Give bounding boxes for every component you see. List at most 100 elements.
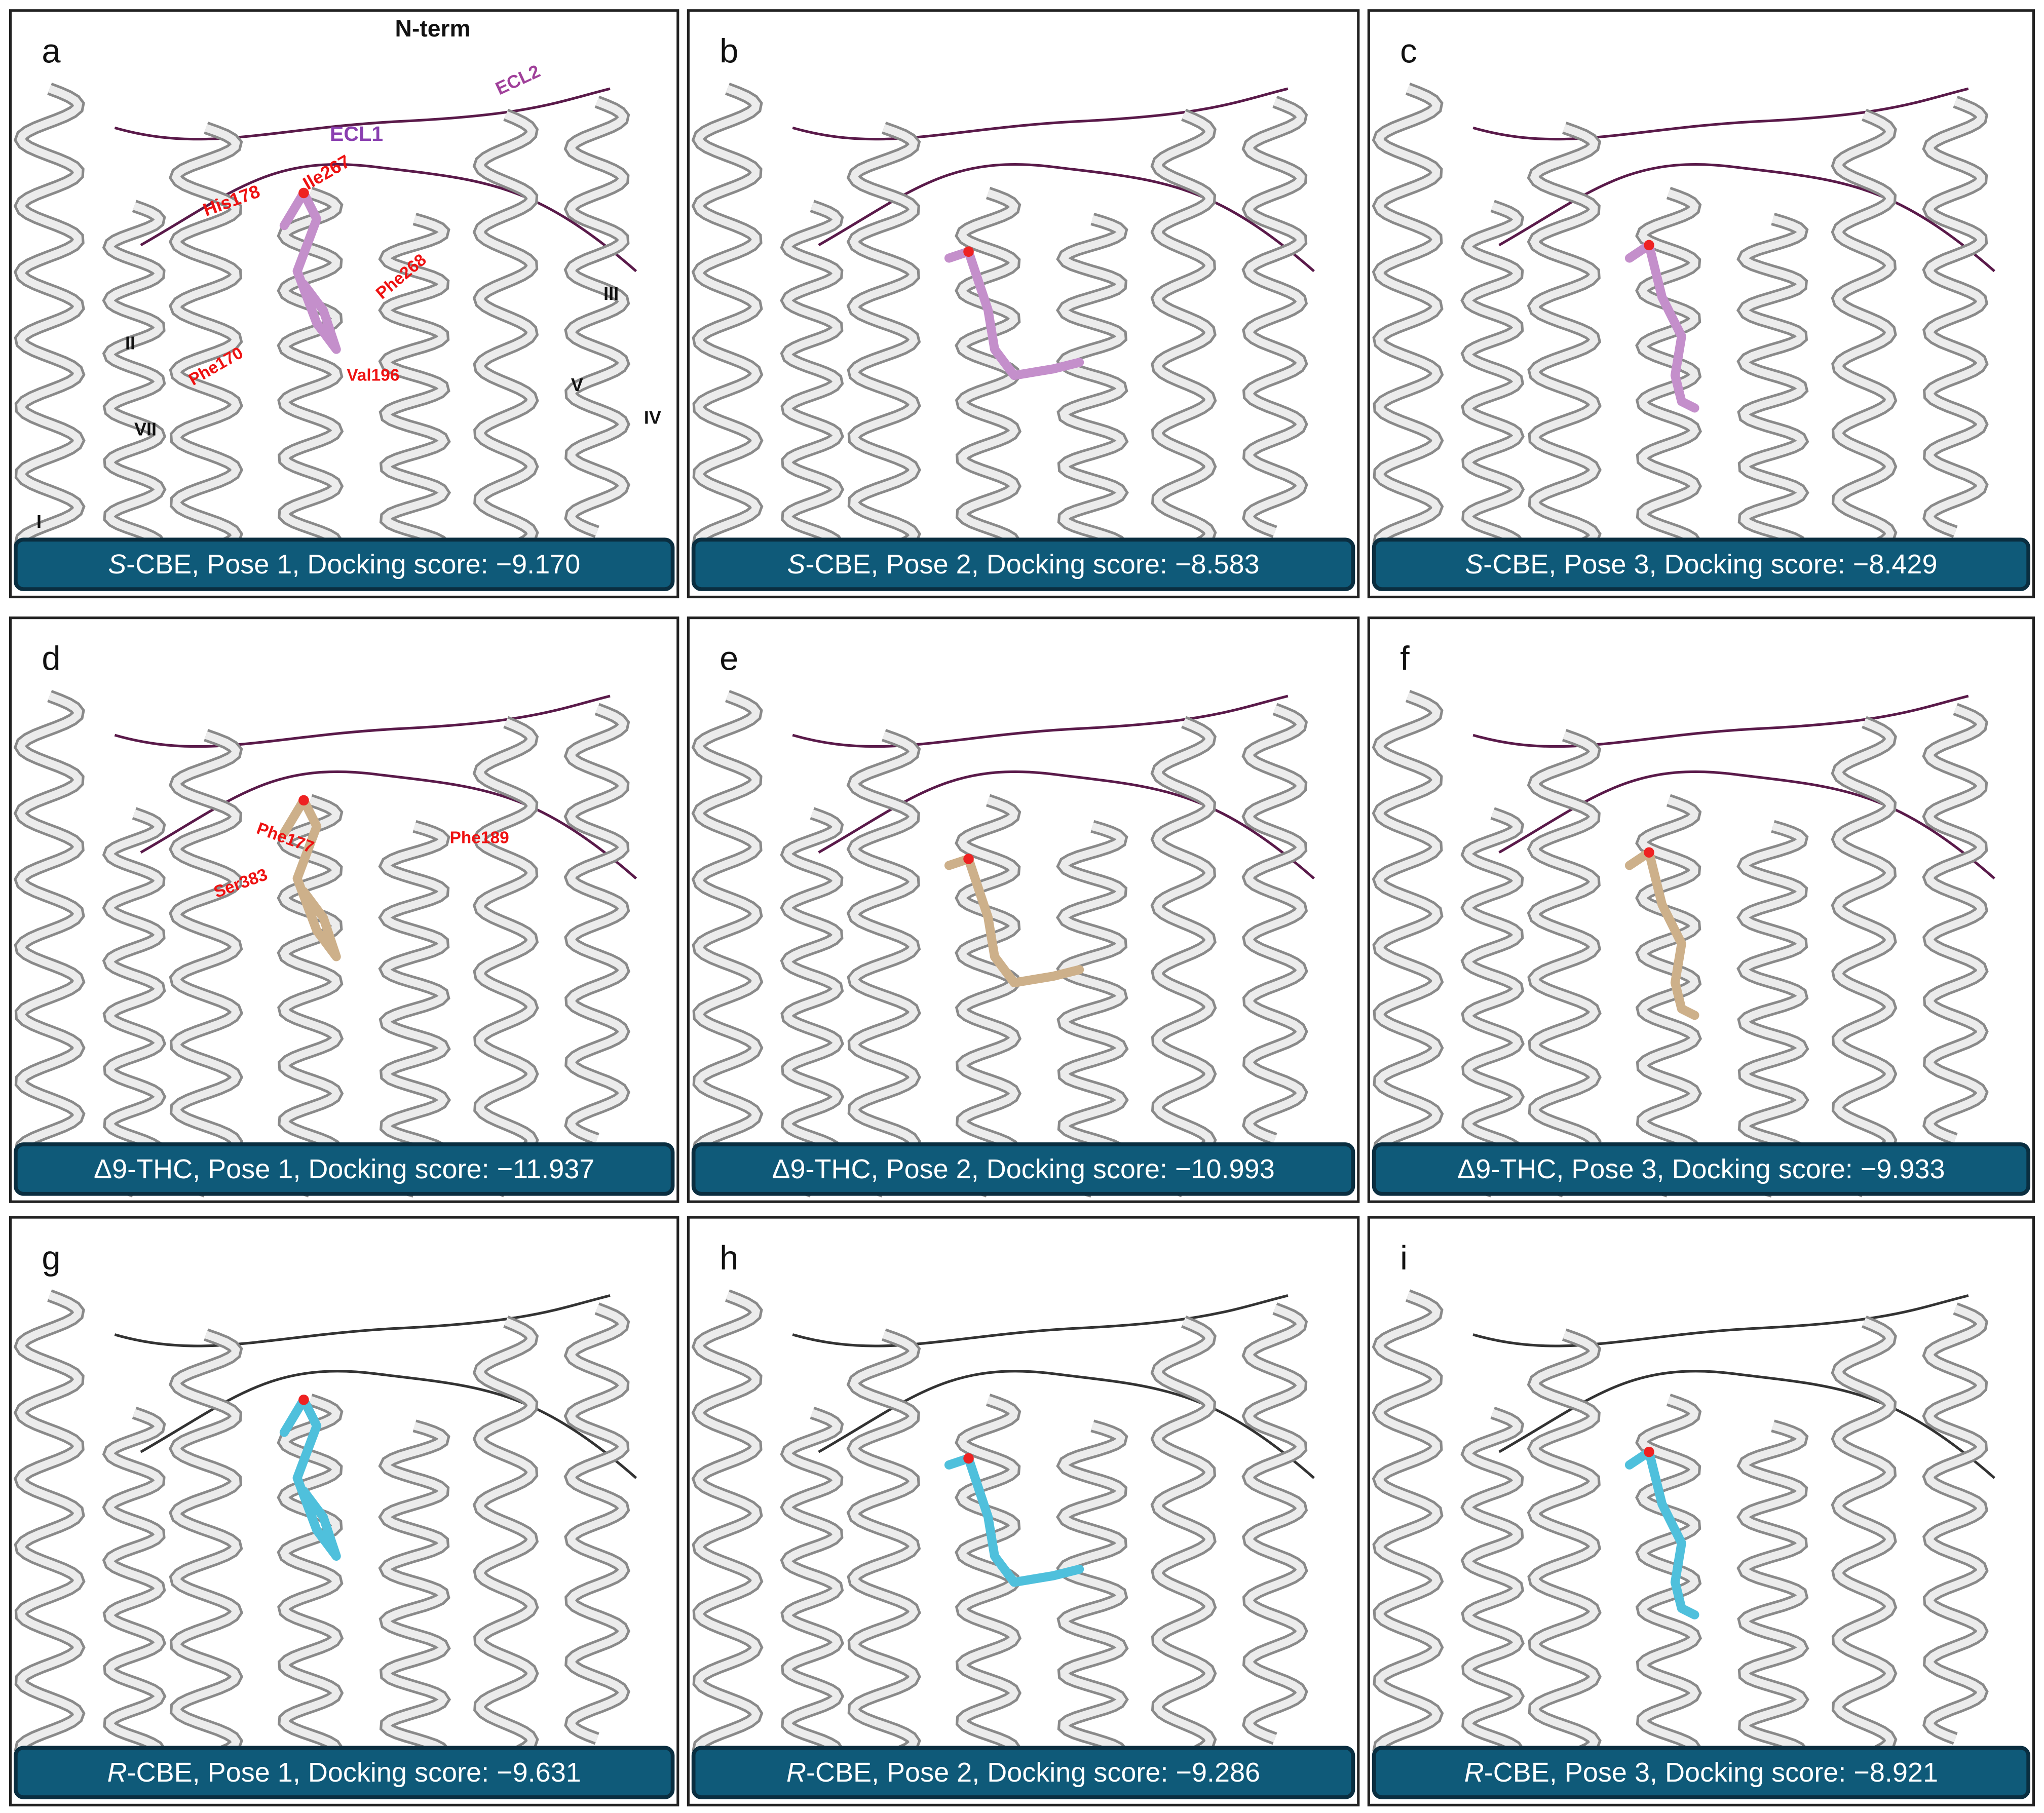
annotation: Phe189 — [450, 829, 509, 847]
helix — [381, 822, 448, 1195]
caption-bar — [1372, 1746, 2030, 1799]
annotation: III — [603, 283, 619, 304]
caption-italic: S — [1465, 549, 1483, 580]
structure — [691, 1289, 1315, 1797]
helix — [16, 85, 83, 562]
helix — [1059, 1422, 1126, 1795]
annotation: V — [571, 374, 583, 395]
helix — [105, 202, 164, 588]
helix — [783, 1409, 842, 1795]
oxygen-atom — [963, 854, 974, 864]
caption-text: Δ9-THC, Pose 1, Docking score: −11.937 — [94, 1154, 594, 1184]
helix — [1059, 822, 1126, 1195]
caption-text: -CBE, Pose 3, Docking score: −8.921 — [1484, 1757, 1938, 1788]
caption-bar — [1372, 1142, 2030, 1196]
helix — [849, 1331, 919, 1795]
caption: Δ9-THC, Pose 3, Docking score: −9.933 — [1457, 1154, 1945, 1184]
panel-frame — [687, 9, 1360, 599]
structure — [13, 83, 637, 591]
helix — [105, 1409, 164, 1795]
helix — [849, 124, 919, 588]
caption-text: -CBE, Pose 2, Docking score: −8.583 — [805, 549, 1259, 580]
helix — [1375, 1292, 1441, 1768]
caption: R-CBE, Pose 2, Docking score: −9.286 — [786, 1757, 1260, 1788]
panel: b S-CBE, Pose 2, Docking score: −8.583 — [687, 9, 1360, 599]
panel-letter: b — [720, 32, 738, 70]
oxygen-atom — [298, 1394, 309, 1405]
helix — [171, 1331, 241, 1795]
helix — [1834, 111, 1895, 588]
helix — [1153, 111, 1214, 588]
panel-letter: e — [720, 640, 738, 678]
panel-letter: c — [1400, 32, 1417, 70]
loop — [1472, 695, 1969, 748]
helix — [1834, 1318, 1895, 1795]
panel: h R-CBE, Pose 2, Docking score: −9.286 — [687, 1216, 1360, 1806]
caption-italic: S — [108, 549, 126, 580]
caption-bar — [14, 1142, 675, 1196]
helix — [1925, 705, 1986, 1143]
annotation: IV — [644, 407, 661, 428]
helix — [1244, 705, 1306, 1143]
oxygen-atom — [298, 187, 309, 199]
panel-letter: f — [1400, 640, 1410, 678]
panel: c S-CBE, Pose 3, Docking score: −8.429 — [1367, 9, 2035, 599]
annotation: N-term — [395, 15, 471, 42]
panel: g R-CBE, Pose 1, Docking score: −9.631 — [9, 1216, 679, 1806]
annotation: VII — [134, 418, 157, 439]
helix — [1638, 1396, 1699, 1795]
helix — [1638, 189, 1699, 588]
loop — [114, 1294, 611, 1347]
helix — [171, 731, 241, 1195]
helix — [1739, 822, 1806, 1195]
helix — [1059, 215, 1126, 588]
loop — [1472, 87, 1969, 141]
caption: R-CBE, Pose 1, Docking score: −9.631 — [107, 1757, 581, 1788]
caption: Δ9-THC, Pose 1, Docking score: −11.937 — [94, 1154, 594, 1184]
caption-text: -CBE, Pose 1, Docking score: −9.170 — [126, 549, 580, 580]
panel-letter: h — [720, 1239, 738, 1277]
caption-bar — [691, 537, 1355, 591]
helix — [1739, 1422, 1806, 1795]
caption-bar — [14, 537, 675, 591]
oxygen-atom — [963, 1453, 974, 1464]
caption: R-CBE, Pose 3, Docking score: −8.921 — [1464, 1757, 1938, 1788]
helix — [1463, 202, 1522, 588]
annotation: ECL1 — [330, 122, 383, 145]
loop — [792, 695, 1289, 748]
structure — [1372, 1289, 1995, 1797]
helix — [957, 796, 1019, 1195]
loop — [792, 1294, 1289, 1347]
structure — [1372, 83, 1995, 591]
helix — [1834, 718, 1895, 1195]
loop — [114, 87, 611, 141]
panel: e Δ9-THC, Pose 2, Docking score: −10.993 — [687, 616, 1360, 1203]
helix — [381, 1422, 448, 1795]
panel-letter: i — [1400, 1239, 1408, 1277]
structure — [1372, 689, 1995, 1198]
helix — [694, 692, 761, 1169]
loop — [1472, 1294, 1969, 1347]
helix — [783, 809, 842, 1195]
panel-letter: a — [42, 32, 61, 70]
helix — [1739, 215, 1806, 588]
annotation: II — [125, 333, 135, 354]
helix — [783, 202, 842, 588]
helix — [566, 705, 628, 1143]
panel-letter: g — [42, 1239, 60, 1277]
helix — [1463, 1409, 1522, 1795]
helix — [1530, 1331, 1599, 1795]
caption-italic: R — [107, 1757, 127, 1788]
helix — [957, 189, 1019, 588]
caption-italic: R — [1464, 1757, 1484, 1788]
panel: i R-CBE, Pose 3, Docking score: −8.921 — [1367, 1216, 2035, 1806]
helix — [1463, 809, 1522, 1195]
helix — [1925, 98, 1986, 536]
annotation: Val196 — [347, 366, 399, 384]
caption-bar — [14, 1746, 675, 1799]
oxygen-atom — [1644, 240, 1654, 251]
helix — [280, 1396, 341, 1795]
